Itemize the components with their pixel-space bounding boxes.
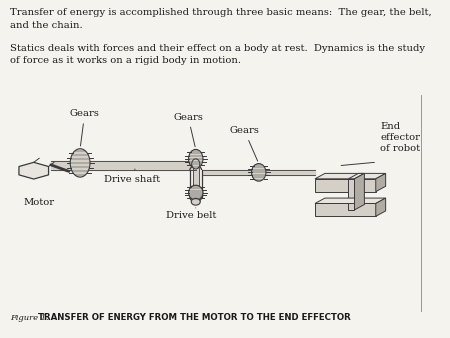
Polygon shape — [355, 173, 365, 210]
Text: Motor: Motor — [24, 198, 55, 207]
Polygon shape — [315, 198, 386, 203]
Polygon shape — [348, 179, 355, 210]
Polygon shape — [315, 203, 376, 216]
Text: Figure 1.: Figure 1. — [10, 314, 49, 322]
Polygon shape — [315, 173, 386, 179]
Text: End
effector
of robot: End effector of robot — [380, 122, 420, 153]
Polygon shape — [315, 179, 376, 192]
Text: TRANSFER OF ENERGY FROM THE MOTOR TO THE END EFFECTOR: TRANSFER OF ENERGY FROM THE MOTOR TO THE… — [32, 313, 351, 322]
Polygon shape — [348, 173, 364, 179]
Ellipse shape — [192, 159, 200, 169]
Ellipse shape — [70, 149, 90, 177]
Text: Drive belt: Drive belt — [166, 208, 217, 220]
Text: Transfer of energy is accomplished through three basic means:  The gear, the bel: Transfer of energy is accomplished throu… — [10, 8, 432, 30]
Text: Statics deals with forces and their effect on a body at rest.  Dynamics is the s: Statics deals with forces and their effe… — [10, 44, 425, 65]
Polygon shape — [376, 173, 386, 192]
Text: Drive shaft: Drive shaft — [104, 169, 160, 184]
Ellipse shape — [189, 149, 203, 168]
Polygon shape — [19, 162, 49, 179]
Circle shape — [191, 198, 200, 205]
Text: Gears: Gears — [230, 126, 259, 161]
Ellipse shape — [252, 164, 266, 181]
Polygon shape — [376, 198, 386, 216]
Text: Gears: Gears — [70, 109, 99, 146]
Ellipse shape — [189, 185, 203, 200]
Text: Gears: Gears — [173, 113, 203, 147]
